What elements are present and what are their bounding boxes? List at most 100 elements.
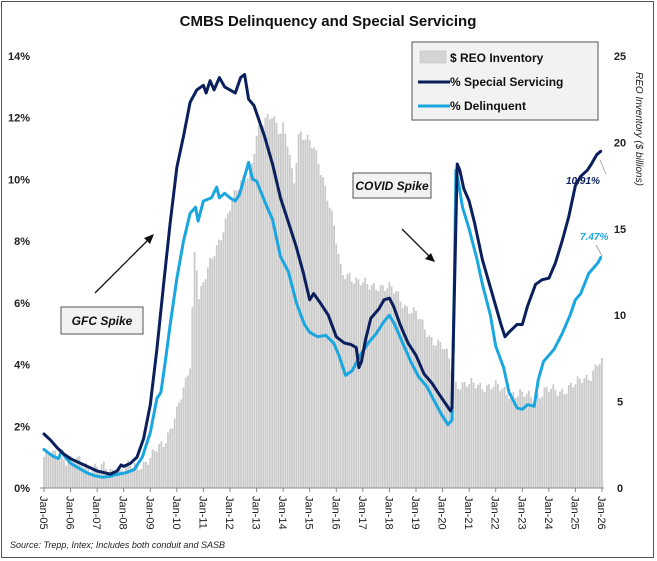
reo-bar (220, 240, 223, 488)
reo-bar (508, 398, 510, 488)
reo-bar (253, 154, 256, 488)
reo-bar (472, 382, 475, 488)
reo-bar (98, 469, 101, 488)
reo-bar (249, 168, 251, 488)
end-label-delinquent: 7.47% (580, 232, 608, 243)
reo-bar (590, 380, 592, 488)
reo-bar (231, 199, 234, 488)
reo-bar (601, 357, 603, 488)
reo-bar (288, 154, 291, 488)
line-delinquent (42, 161, 603, 479)
reo-bar (497, 384, 499, 488)
reo-bar (481, 389, 484, 488)
x-tick-label: Jan-25 (568, 496, 580, 530)
reo-bar (69, 455, 72, 488)
reo-bar (182, 387, 185, 488)
reo-bar (514, 397, 517, 488)
reo-bar (233, 189, 236, 488)
reo-bar (193, 252, 196, 488)
y-right-tick-label: 20 (614, 137, 626, 149)
reo-bar (107, 472, 110, 488)
reo-bar (408, 313, 411, 488)
annotation-gfc: GFC Spike (60, 234, 154, 335)
reo-bar (483, 391, 486, 488)
reo-bar (388, 282, 391, 488)
reo-bar (353, 283, 355, 488)
y-axis-left: 0% 2% 4% 6% 8% 10% 12% 14% (8, 51, 30, 495)
reo-bar (47, 454, 50, 488)
reo-bar (419, 319, 422, 488)
reo-bar (260, 125, 262, 489)
reo-bar (189, 368, 192, 488)
x-tick-label: Jan-26 (595, 496, 607, 530)
reo-bar (446, 348, 448, 488)
reo-bar (131, 468, 134, 488)
reo-bar (175, 406, 178, 488)
reo-bar (78, 456, 81, 488)
reo-bar (392, 293, 395, 488)
y-right-tick-label: 25 (614, 51, 626, 63)
reo-bar (426, 337, 428, 488)
reo-bar (390, 286, 393, 488)
reo-bar (153, 450, 156, 488)
reo-bar (133, 462, 136, 488)
reo-bar (82, 467, 85, 488)
reo-bar (51, 450, 54, 488)
y-left-tick-label: 8% (14, 236, 30, 248)
reo-bar (368, 289, 371, 488)
x-tick-label: Jan-14 (276, 496, 288, 530)
reo-bar (149, 457, 152, 488)
reo-bar (271, 118, 273, 488)
reo-bar (543, 387, 546, 488)
reo-bar (200, 285, 203, 488)
reo-bar (361, 282, 364, 488)
reo-bar (268, 119, 271, 488)
reo-bar (237, 189, 240, 489)
reo-bar (519, 389, 521, 488)
reo-bar (550, 388, 552, 488)
reo-bar (377, 291, 380, 488)
end-label-leader-special-servicing (599, 159, 607, 175)
reo-bar (417, 319, 420, 488)
reo-bar (545, 386, 548, 488)
reo-bar (56, 458, 59, 488)
reo-bar (275, 122, 278, 489)
reo-bar (89, 472, 92, 488)
reo-bar (105, 468, 107, 488)
reo-bar (364, 277, 366, 488)
reo-bar (510, 393, 513, 488)
reo-bar (293, 183, 296, 488)
reo-bar (459, 389, 462, 488)
x-tick-label: Jan-09 (143, 496, 155, 530)
end-label-special-servicing: 10.91% (566, 176, 600, 187)
line-special-servicing (42, 73, 603, 476)
reo-bar (63, 459, 65, 488)
reo-bar (198, 299, 200, 488)
y-left-tick-label: 10% (8, 174, 30, 186)
reo-bar (319, 175, 322, 488)
reo-bar (528, 390, 530, 488)
reo-bar (333, 225, 335, 488)
reo-bar (322, 177, 324, 488)
reo-bar (167, 432, 169, 488)
x-tick-label: Jan-08 (117, 496, 129, 530)
x-tick-label: Jan-22 (489, 496, 501, 530)
y-right-tick-label: 5 (617, 397, 623, 409)
reo-bar (204, 279, 207, 488)
y-left-tick-label: 0% (14, 483, 30, 495)
reo-bar (401, 308, 404, 488)
reo-bar (315, 150, 318, 489)
annotation-gfc-arrow (94, 237, 151, 294)
reo-bar (437, 339, 440, 488)
reo-bar (144, 461, 147, 488)
reo-bar (229, 210, 231, 488)
series-lines (42, 73, 603, 479)
annotation-covid-box (352, 172, 432, 199)
reo-bar (202, 282, 205, 488)
reo-bar (470, 378, 473, 488)
y-axis-right: 0 5 10 15 20 25 (614, 51, 626, 495)
x-tick-label: Jan-21 (462, 496, 474, 530)
reo-bar (596, 365, 599, 488)
reo-bar (381, 285, 384, 488)
